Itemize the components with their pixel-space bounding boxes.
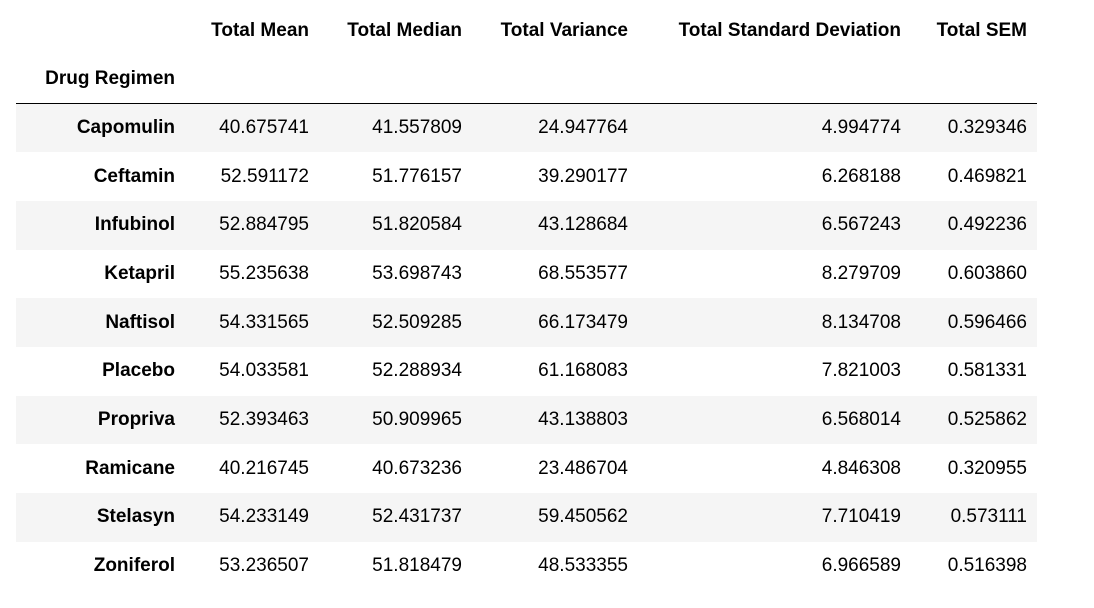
cell: 54.033581 <box>219 360 309 382</box>
row-label: Propriva <box>97 408 175 430</box>
column-header: Total Standard Deviation <box>678 20 901 41</box>
cell: 0.516398 <box>947 555 1027 577</box>
row-label: Ramicane <box>85 457 175 479</box>
table-row: Zoniferol 53.236507 51.818479 48.533355 6.96… <box>16 542 1037 591</box>
cell: 54.233149 <box>219 506 309 528</box>
header-row: Total Mean Total Median Total Variance Tota… <box>16 7 1037 55</box>
cell: 7.710419 <box>821 506 901 528</box>
table-row: Placebo 54.033581 52.288934 61.168083 7.8210… <box>16 347 1037 396</box>
cell: 0.329346 <box>947 117 1027 139</box>
cell: 52.288934 <box>372 360 462 382</box>
row-label: Naftisol <box>105 311 175 333</box>
table-row: Naftisol 54.331565 52.509285 66.173479 8.134… <box>16 298 1037 347</box>
cell: 51.776157 <box>372 165 462 187</box>
cell: 6.568014 <box>821 408 901 430</box>
cell: 68.553577 <box>538 262 628 284</box>
cell: 52.591172 <box>220 165 309 187</box>
index-name: Drug Regimen <box>45 68 175 89</box>
cell: 52.393463 <box>219 408 309 430</box>
cell: 52.509285 <box>372 311 462 333</box>
cell: 52.431737 <box>372 506 462 528</box>
cell: 66.173479 <box>538 311 628 333</box>
cell: 43.128684 <box>538 214 628 236</box>
cell: 48.533355 <box>538 555 628 577</box>
cell: 39.290177 <box>538 165 628 187</box>
cell: 51.820584 <box>372 214 462 236</box>
cell: 40.673236 <box>372 457 462 479</box>
column-header: Total SEM <box>936 20 1027 41</box>
cell: 4.994774 <box>821 117 901 139</box>
corner-cell <box>16 7 185 55</box>
cell: 0.525862 <box>947 408 1027 430</box>
table-body: Capomulin 40.675741 41.557809 24.947764 4.99… <box>16 103 1037 591</box>
cell: 55.235638 <box>219 262 309 284</box>
cell: 6.567243 <box>821 214 901 236</box>
row-label: Ceftamin <box>93 165 175 187</box>
row-label: Capomulin <box>76 117 175 139</box>
empty-header <box>185 55 1037 104</box>
cell: 41.557809 <box>372 117 462 139</box>
column-header: Total Mean <box>211 20 309 41</box>
row-label: Stelasyn <box>96 506 175 528</box>
cell: 52.884795 <box>219 214 309 236</box>
cell: 53.236507 <box>219 555 309 577</box>
cell: 0.573111 <box>950 506 1027 528</box>
table-row: Infubinol 52.884795 51.820584 43.128684 6.56… <box>16 200 1037 250</box>
column-header: Total Variance <box>500 20 628 41</box>
table-row: Propriva 52.393463 50.909965 43.138803 6.568… <box>16 395 1037 445</box>
table-row: Capomulin 40.675741 41.557809 24.947764 4.99… <box>16 103 1037 153</box>
cell: 0.603860 <box>947 262 1027 284</box>
cell: 8.134708 <box>821 311 901 333</box>
row-label: Ketapril <box>104 262 175 284</box>
cell: 0.469821 <box>947 165 1027 187</box>
column-header: Total Median <box>347 20 462 41</box>
table-header: Total Mean Total Median Total Variance Tota… <box>16 7 1037 104</box>
cell: 53.698743 <box>372 262 462 284</box>
cell: 0.492236 <box>947 214 1027 236</box>
cell: 0.596466 <box>947 311 1027 333</box>
cell: 23.486704 <box>538 457 628 479</box>
row-label: Zoniferol <box>93 555 175 577</box>
cell: 8.279709 <box>821 262 901 284</box>
cell: 51.818479 <box>372 555 462 577</box>
table-row: Ceftamin 52.591172 51.776157 39.290177 6.268… <box>16 152 1037 201</box>
table-row: Ramicane 40.216745 40.673236 23.486704 4.846… <box>16 444 1037 493</box>
cell: 7.821003 <box>821 360 901 382</box>
cell: 50.909965 <box>372 408 462 430</box>
cell: 24.947764 <box>538 117 628 139</box>
cell: 40.216745 <box>219 457 309 479</box>
row-label: Infubinol <box>94 214 175 236</box>
row-label: Placebo <box>102 360 175 382</box>
index-name-row: Drug Regimen <box>16 55 1037 104</box>
cell: 6.966589 <box>821 555 901 577</box>
cell: 61.168083 <box>538 360 628 382</box>
cell: 43.138803 <box>538 408 628 430</box>
cell: 40.675741 <box>219 117 309 139</box>
dataframe-table: Total Mean Total Median Total Variance Tota… <box>16 7 1037 590</box>
cell: 6.268188 <box>821 165 901 187</box>
cell: 59.450562 <box>538 506 628 528</box>
cell: 4.846308 <box>821 457 901 479</box>
table-row: Stelasyn 54.233149 52.431737 59.450562 7.710… <box>16 493 1037 542</box>
cell: 54.331565 <box>219 311 309 333</box>
table-row: Ketapril 55.235638 53.698743 68.553577 8.279… <box>16 250 1037 299</box>
cell: 0.581331 <box>947 360 1027 382</box>
cell: 0.320955 <box>947 457 1027 479</box>
